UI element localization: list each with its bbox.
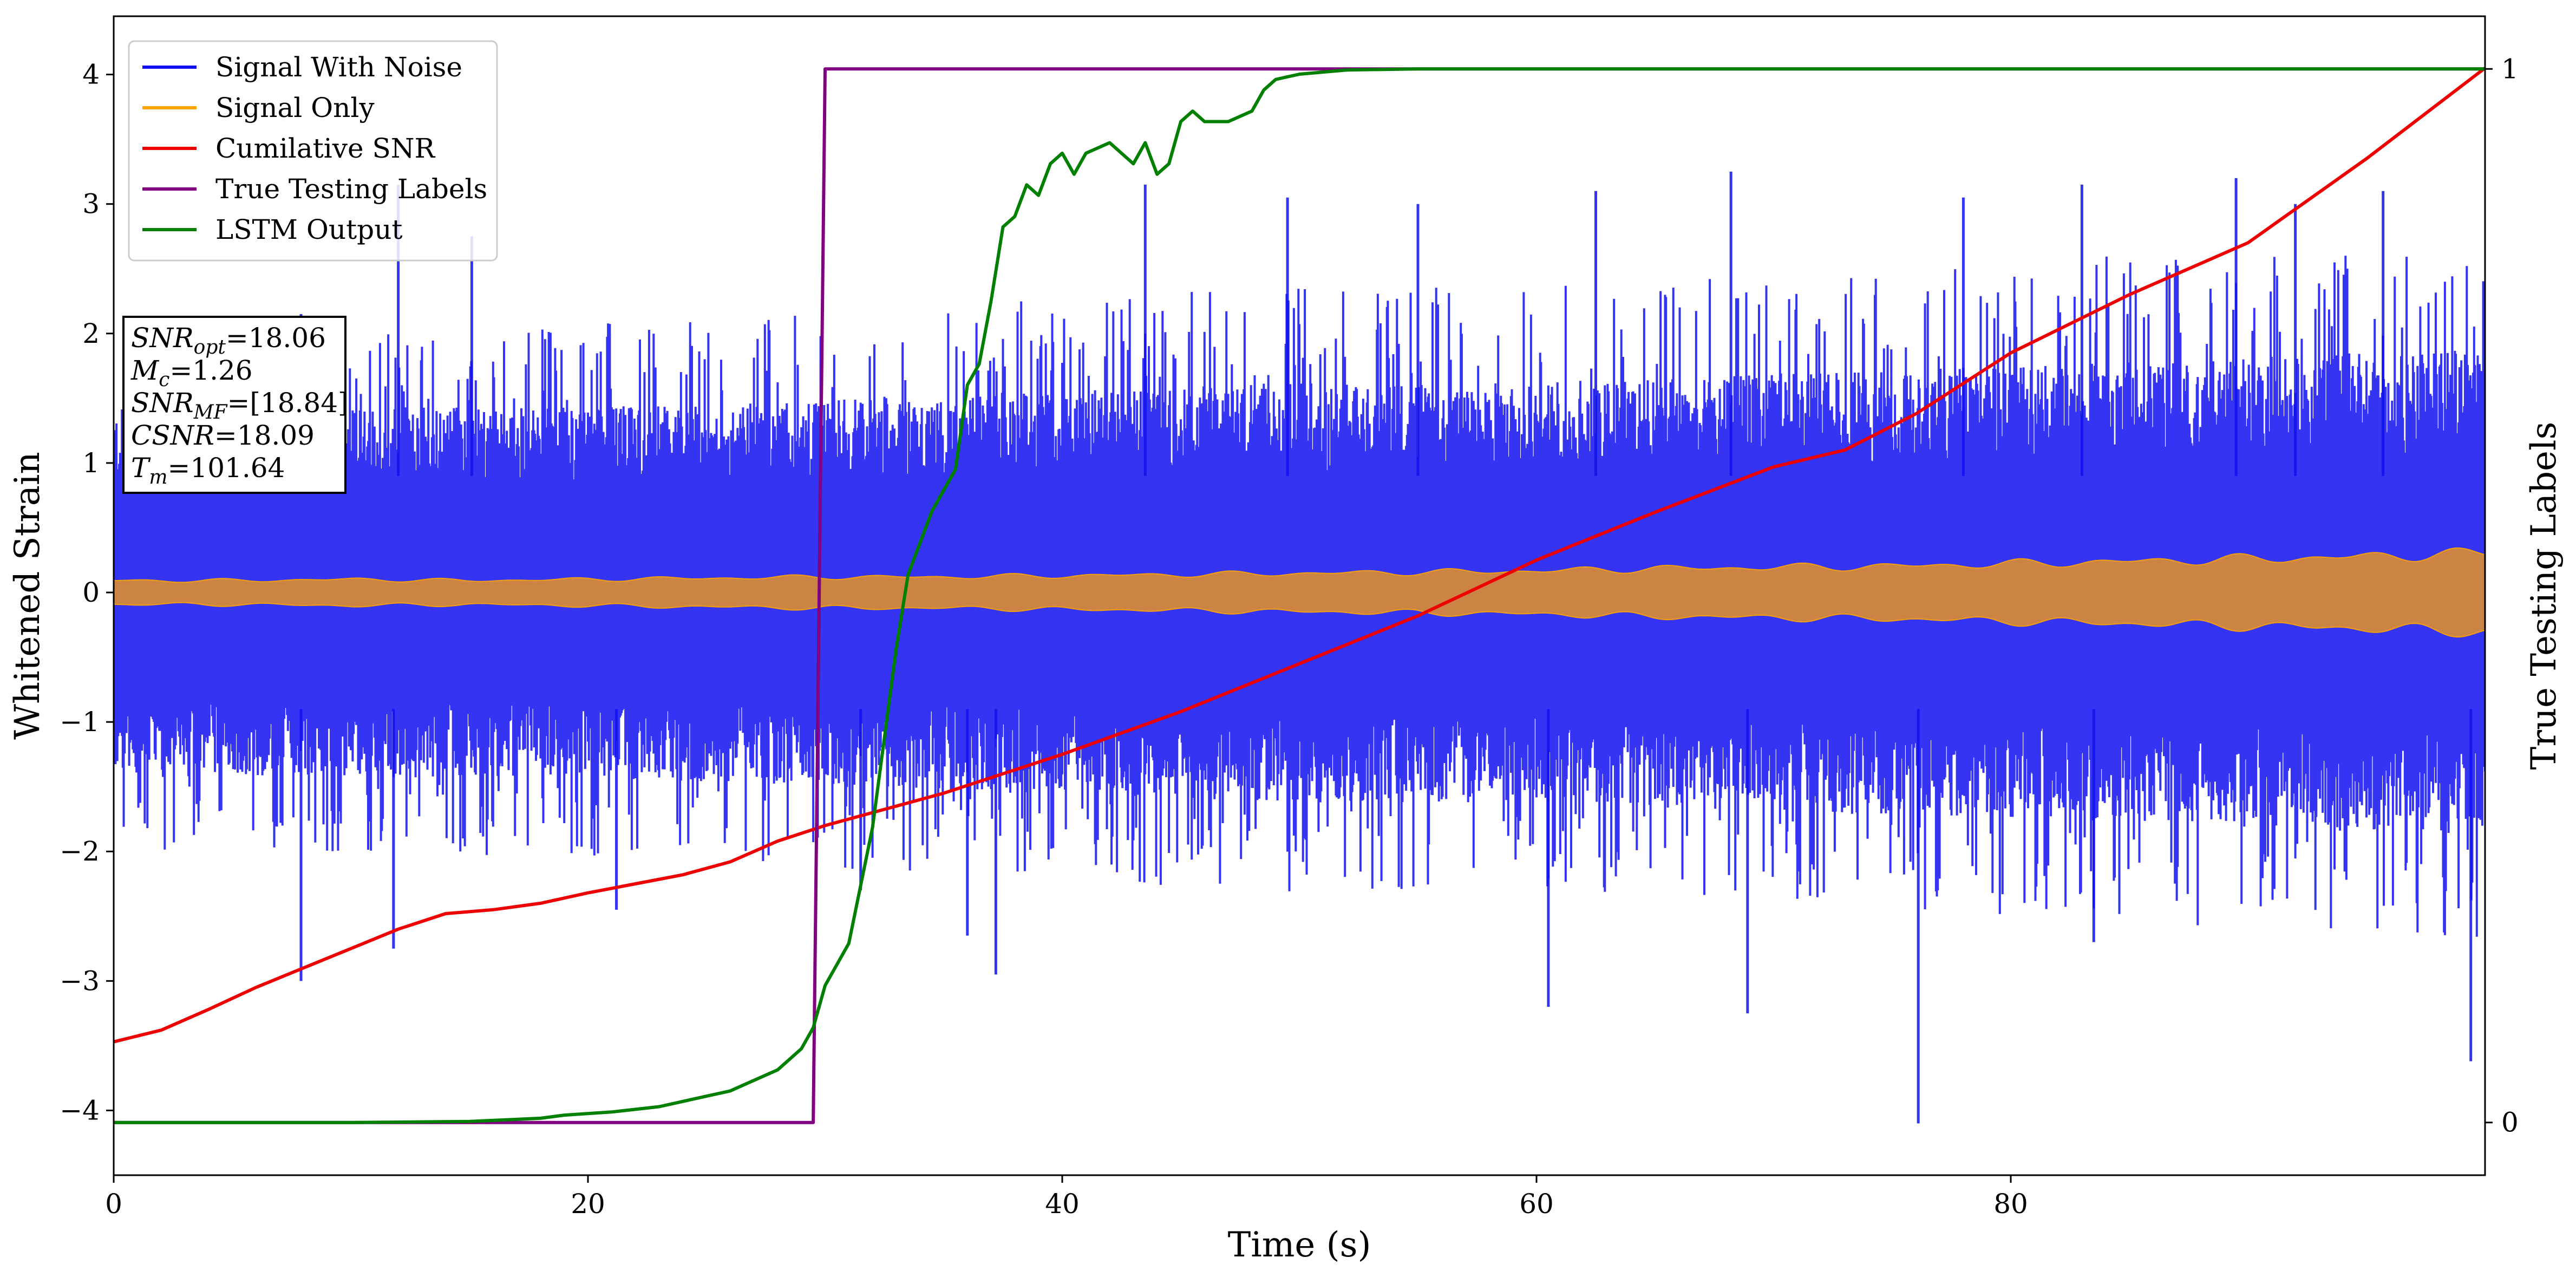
y-tick-label: 4 [82, 59, 100, 90]
legend: Signal With Noise Signal Only Cumilative S… [128, 40, 498, 262]
y2-axis-label: True Testing Labels [2524, 422, 2564, 770]
y-tick-label: 1 [82, 447, 100, 479]
y2-tick-label: 1 [2501, 53, 2519, 84]
annotation-frame [122, 316, 346, 494]
y-tick-label: 2 [82, 318, 100, 349]
legend-entry-label: True Testing Labels [215, 173, 487, 205]
axes-frame [113, 15, 2486, 1176]
annotation-line: Tm=101.64 [131, 452, 285, 488]
x-axis-label: Time (s) [1228, 1225, 1371, 1265]
y-tick-label: −3 [60, 965, 100, 996]
y-tick-label: 0 [82, 577, 100, 608]
x-tick-label: 80 [1993, 1188, 2028, 1220]
legend-entry-label: LSTM Output [215, 214, 402, 245]
annotation-line: SNRMF=[18.84] [131, 387, 349, 424]
x-tick-label: 40 [1045, 1188, 1080, 1220]
annotation-box: SNRopt=18.06Mc=1.26SNRMF=[18.84]CSNR=18.… [122, 316, 349, 494]
annotation-line: CSNR=18.09 [131, 420, 315, 451]
y-axis-label: Whitened Strain [8, 452, 48, 739]
x-tick-label: 20 [571, 1188, 605, 1220]
annotation-line: Mc=1.26 [130, 355, 253, 391]
legend-entry-label: Signal With Noise [215, 51, 462, 83]
x-tick-label: 0 [105, 1188, 122, 1220]
legend-entry-label: Signal Only [215, 92, 375, 123]
y2-tick-label: 0 [2501, 1107, 2519, 1138]
legend-entry-label: Cumilative SNR [215, 133, 435, 164]
y-tick-label: −4 [60, 1094, 100, 1126]
legend-box [128, 40, 498, 262]
y-tick-label: 3 [82, 188, 100, 220]
plot-area [114, 67, 2485, 1124]
series-lstm-output [114, 67, 2485, 1124]
x-tick-label: 60 [1519, 1188, 1554, 1220]
series-cumulative-snr [114, 67, 2485, 1044]
y-tick-label: −1 [60, 706, 100, 738]
y-tick-label: −2 [60, 836, 100, 867]
annotation-line: SNRopt=18.06 [131, 322, 326, 359]
